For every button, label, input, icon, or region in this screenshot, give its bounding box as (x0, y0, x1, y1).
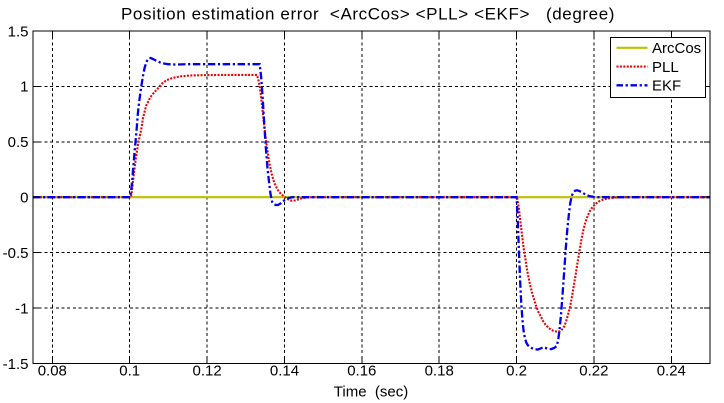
svg-text:Time (sec): Time (sec) (334, 384, 408, 401)
svg-text:0.12: 0.12 (192, 363, 221, 380)
svg-text:0.22: 0.22 (579, 363, 608, 380)
svg-text:-0.5: -0.5 (3, 245, 29, 262)
svg-text:1: 1 (20, 79, 28, 96)
svg-text:0.24: 0.24 (657, 363, 686, 380)
svg-text:-1: -1 (15, 300, 28, 317)
svg-text:Position estimation error <Ar: Position estimation error <ArcCos> <PLL>… (121, 5, 615, 24)
svg-text:0.1: 0.1 (119, 363, 140, 380)
svg-text:0: 0 (20, 190, 28, 207)
svg-text:0.08: 0.08 (38, 363, 67, 380)
svg-text:0.18: 0.18 (425, 363, 454, 380)
svg-text:1.5: 1.5 (8, 23, 29, 40)
svg-text:0.2: 0.2 (506, 363, 527, 380)
svg-text:0.5: 0.5 (8, 134, 29, 151)
svg-text:EKF: EKF (652, 78, 681, 95)
svg-text:-1.5: -1.5 (3, 356, 29, 373)
svg-text:ArcCos: ArcCos (652, 40, 701, 57)
svg-text:0.14: 0.14 (270, 363, 299, 380)
svg-text:0.16: 0.16 (347, 363, 376, 380)
svg-text:PLL: PLL (652, 59, 679, 76)
